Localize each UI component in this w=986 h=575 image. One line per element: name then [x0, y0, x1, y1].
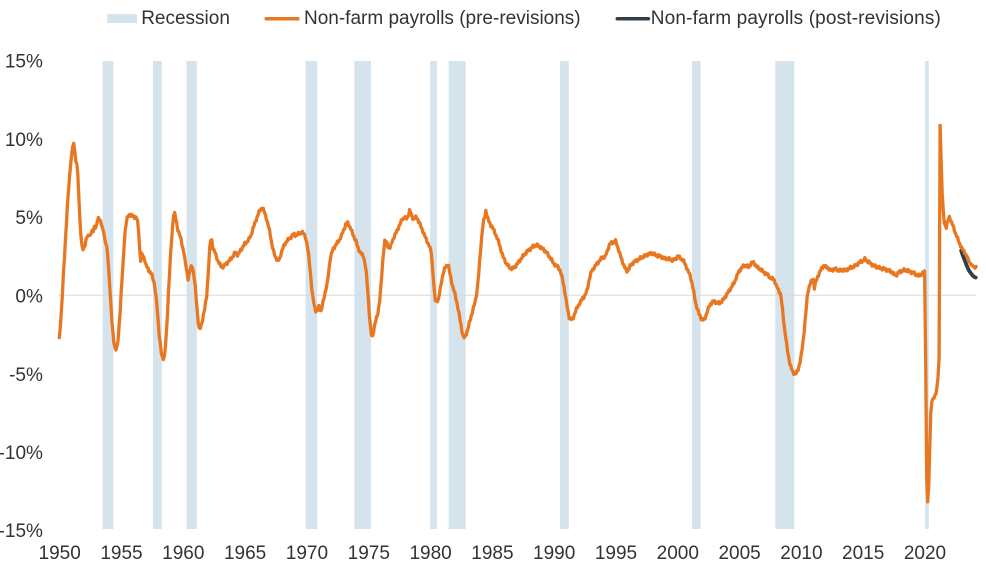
- svg-text:1960: 1960: [162, 543, 204, 564]
- svg-text:1965: 1965: [224, 543, 266, 564]
- svg-text:10%: 10%: [5, 130, 43, 151]
- svg-text:5%: 5%: [15, 208, 43, 229]
- svg-text:Non-farm payrolls (post-revisi: Non-farm payrolls (post-revisions): [651, 8, 941, 29]
- svg-text:1985: 1985: [471, 543, 513, 564]
- svg-text:2020: 2020: [904, 543, 946, 564]
- svg-text:2010: 2010: [780, 543, 822, 564]
- svg-text:15%: 15%: [5, 52, 43, 73]
- svg-text:1955: 1955: [100, 543, 142, 564]
- svg-text:1995: 1995: [595, 543, 637, 564]
- svg-text:1970: 1970: [286, 543, 328, 564]
- svg-text:-15%: -15%: [0, 521, 43, 542]
- svg-text:Non-farm payrolls (pre-revisio: Non-farm payrolls (pre-revisions): [304, 8, 581, 29]
- svg-text:2000: 2000: [657, 543, 699, 564]
- svg-text:-5%: -5%: [9, 365, 43, 386]
- svg-text:1975: 1975: [348, 543, 390, 564]
- svg-text:0%: 0%: [15, 287, 43, 308]
- svg-text:1990: 1990: [533, 543, 575, 564]
- svg-text:2005: 2005: [718, 543, 760, 564]
- svg-text:Recession: Recession: [141, 8, 230, 29]
- svg-text:-10%: -10%: [0, 443, 43, 464]
- svg-text:1950: 1950: [39, 543, 81, 564]
- svg-text:1980: 1980: [409, 543, 451, 564]
- svg-text:2015: 2015: [842, 543, 884, 564]
